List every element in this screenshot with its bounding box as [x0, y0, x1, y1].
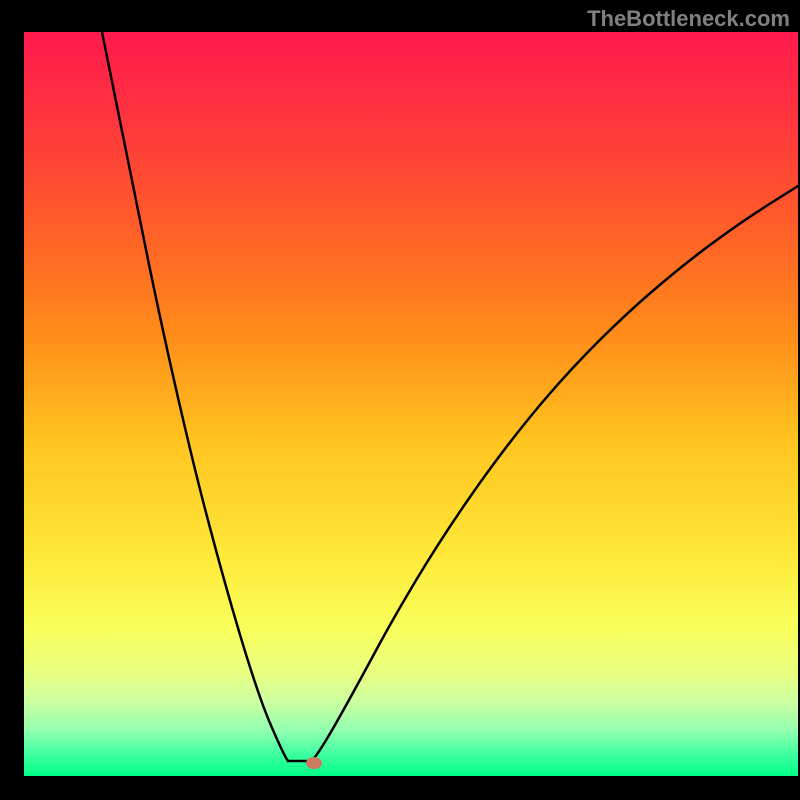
gradient-background	[24, 32, 798, 776]
optimum-marker	[306, 757, 322, 769]
watermark-text: TheBottleneck.com	[587, 6, 790, 32]
bottleneck-chart	[24, 32, 798, 776]
